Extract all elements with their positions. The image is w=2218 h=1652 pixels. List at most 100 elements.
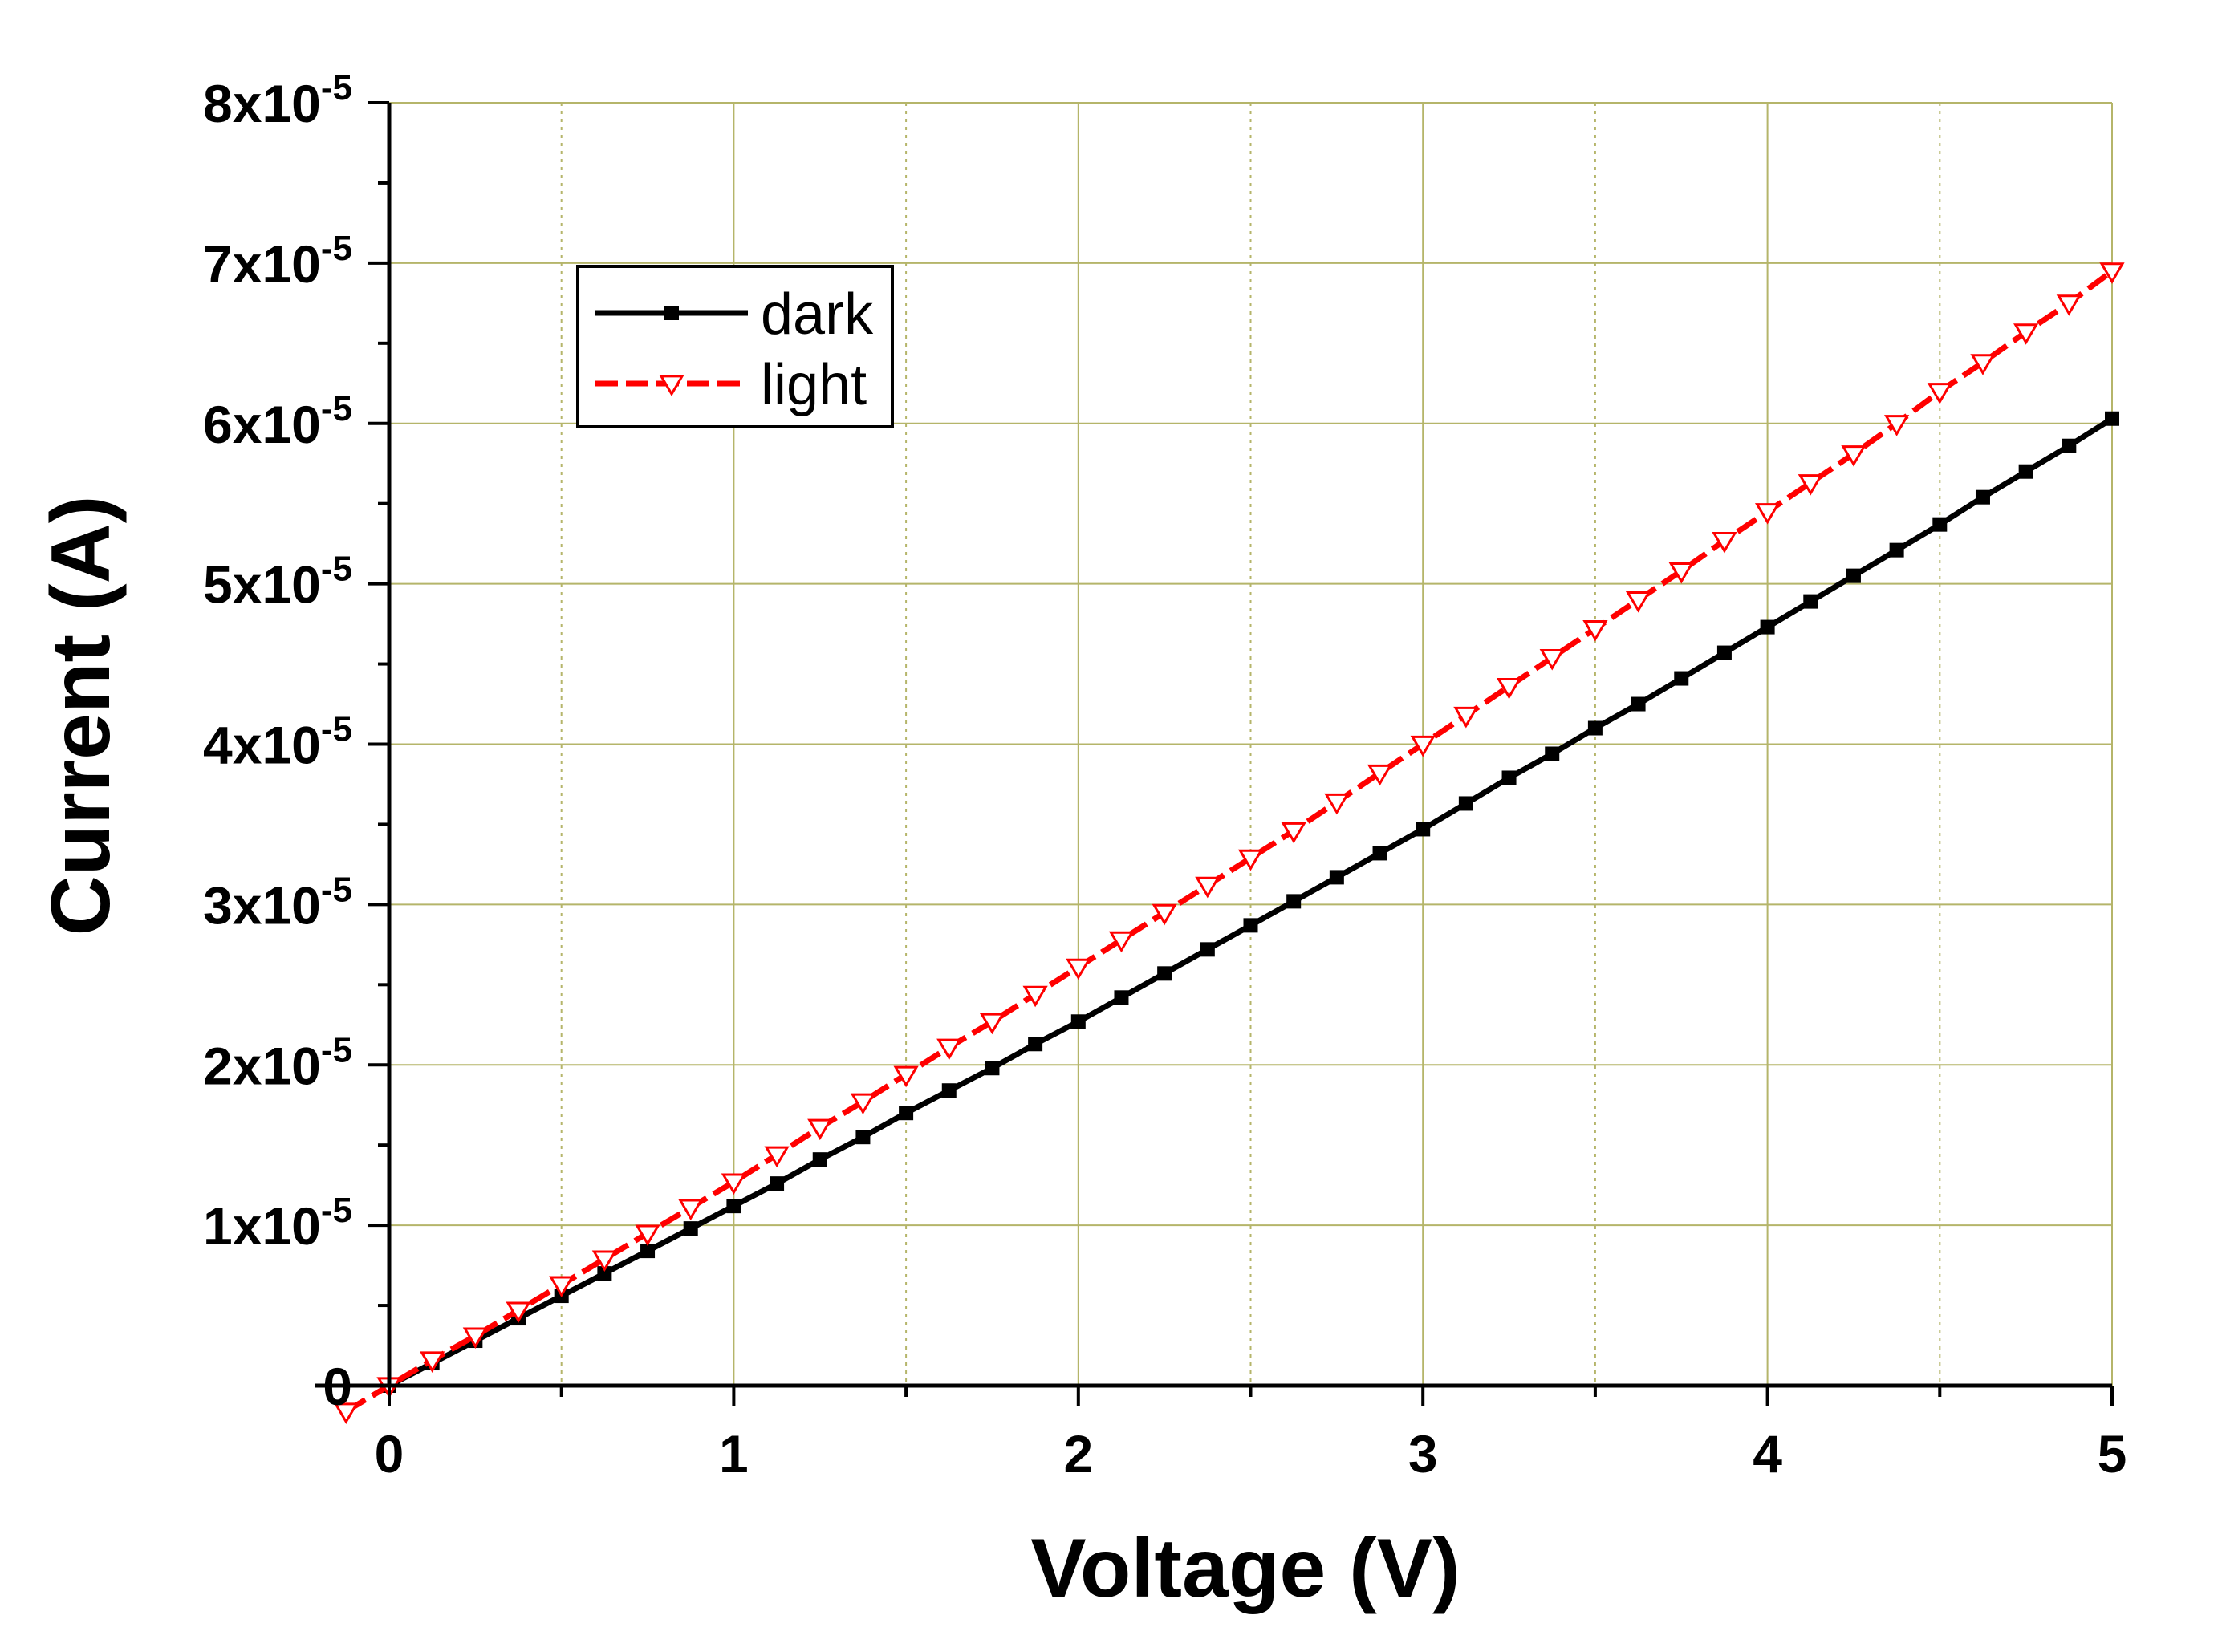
- data-point-light: [1453, 706, 1479, 729]
- y-axis-title: Current (A): [35, 496, 128, 936]
- data-point-light: [721, 1173, 747, 1195]
- axes: [315, 101, 2114, 1406]
- data-point-dark: [1975, 489, 1990, 505]
- y-tick-label: 1x10-5: [203, 1191, 352, 1256]
- data-point-dark: [941, 1083, 957, 1098]
- data-point-light: [1496, 677, 1522, 700]
- data-point-dark: [1372, 846, 1387, 861]
- x-tick-label: 0: [375, 1424, 404, 1484]
- data-point-light: [1970, 354, 1996, 375]
- data-point-dark: [1631, 696, 1646, 712]
- data-point-dark: [899, 1106, 914, 1121]
- data-point-light: [2056, 294, 2082, 316]
- data-point-light: [1841, 445, 1867, 467]
- y-tick-label: 5x10-5: [203, 550, 352, 615]
- data-point-dark: [1803, 594, 1818, 609]
- data-point-dark: [640, 1244, 656, 1259]
- data-point-light: [1539, 648, 1565, 671]
- data-point-light: [420, 1351, 445, 1373]
- data-point-light: [635, 1224, 660, 1247]
- series-layer: [333, 262, 2125, 1424]
- x-tick-label: 4: [1753, 1424, 1782, 1484]
- data-point-light: [1798, 474, 1823, 496]
- data-point-light: [1108, 931, 1135, 953]
- data-point-light: [936, 1038, 962, 1061]
- legend-label-dark: dark: [761, 282, 874, 347]
- x-tick-label: 1: [719, 1424, 749, 1484]
- data-point-dark: [1028, 1037, 1043, 1052]
- data-point-light: [1367, 764, 1393, 786]
- data-point-dark: [726, 1199, 741, 1214]
- data-point-light: [807, 1118, 833, 1141]
- data-point-dark: [1243, 918, 1258, 933]
- data-point-light: [850, 1093, 876, 1115]
- data-point-light: [1668, 562, 1694, 584]
- data-point-dark: [2018, 464, 2033, 479]
- legend-marker-dark: [664, 306, 679, 320]
- data-point-dark: [1587, 720, 1603, 736]
- data-point-dark: [985, 1061, 1000, 1076]
- data-point-dark: [683, 1221, 698, 1236]
- data-point-dark: [1674, 671, 1689, 686]
- data-point-dark: [1846, 568, 1861, 583]
- data-point-dark: [1889, 542, 1904, 558]
- data-point-light: [1927, 383, 1952, 404]
- y-tick-label: 0: [323, 1357, 352, 1416]
- data-point-light: [893, 1065, 919, 1088]
- y-tick-label: 3x10-5: [203, 870, 352, 935]
- data-point-dark: [1545, 746, 1560, 761]
- data-point-dark: [1760, 619, 1775, 635]
- data-point-dark: [812, 1152, 827, 1167]
- x-tick-label: 5: [2098, 1424, 2127, 1484]
- data-point-light: [1324, 793, 1350, 815]
- data-point-light: [1712, 532, 1737, 554]
- data-point-light: [1884, 415, 1910, 436]
- data-point-dark: [1286, 894, 1302, 909]
- grid: [389, 102, 2113, 1386]
- data-point-light: [462, 1327, 488, 1349]
- data-point-light: [979, 1013, 1005, 1035]
- x-tick-label: 2: [1063, 1424, 1093, 1484]
- data-point-light: [549, 1276, 575, 1298]
- data-point-dark: [2062, 438, 2077, 453]
- x-axis-title: Voltage (V): [1030, 1522, 1460, 1615]
- data-point-dark: [1458, 796, 1473, 811]
- data-point-dark: [597, 1266, 612, 1281]
- data-point-light: [1281, 822, 1306, 844]
- y-tick-label: 7x10-5: [203, 229, 352, 294]
- legend-entry-light: light: [595, 353, 867, 417]
- data-point-light: [1022, 985, 1048, 1008]
- data-point-dark: [1329, 870, 1344, 885]
- data-point-dark: [1157, 966, 1172, 981]
- legend-marker-light: [659, 375, 684, 396]
- data-point-light: [1625, 591, 1651, 613]
- data-point-dark: [2105, 411, 2119, 426]
- data-point-light: [1237, 849, 1264, 871]
- data-point-light: [506, 1301, 531, 1324]
- data-point-light: [591, 1250, 617, 1272]
- x-tick-label: 3: [1408, 1424, 1438, 1484]
- data-point-light: [1410, 735, 1436, 757]
- data-point-dark: [1932, 517, 1948, 532]
- y-tick-label: 4x10-5: [203, 710, 352, 775]
- legend-entry-dark: dark: [595, 282, 874, 347]
- data-point-dark: [1501, 770, 1517, 785]
- data-point-light: [1582, 619, 1608, 642]
- data-point-dark: [1716, 645, 1732, 660]
- data-point-light: [1152, 903, 1177, 926]
- data-point-light: [764, 1146, 790, 1168]
- y-tick-label: 8x10-5: [203, 68, 352, 133]
- y-tick-label: 6x10-5: [203, 389, 352, 454]
- data-point-dark: [1070, 1014, 1086, 1029]
- data-point-light: [1195, 876, 1221, 899]
- data-point-light: [678, 1199, 704, 1221]
- data-point-dark: [770, 1176, 785, 1191]
- data-point-dark: [1416, 822, 1431, 837]
- legend-label-light: light: [761, 353, 867, 417]
- data-point-dark: [1114, 990, 1129, 1005]
- tick-labels: 0 1 2 3 4 5 0 1x10-5 2x10-5 3x10-5 4x10-5 5x10-5 6x1…: [203, 68, 2127, 1484]
- data-point-dark: [1200, 942, 1215, 957]
